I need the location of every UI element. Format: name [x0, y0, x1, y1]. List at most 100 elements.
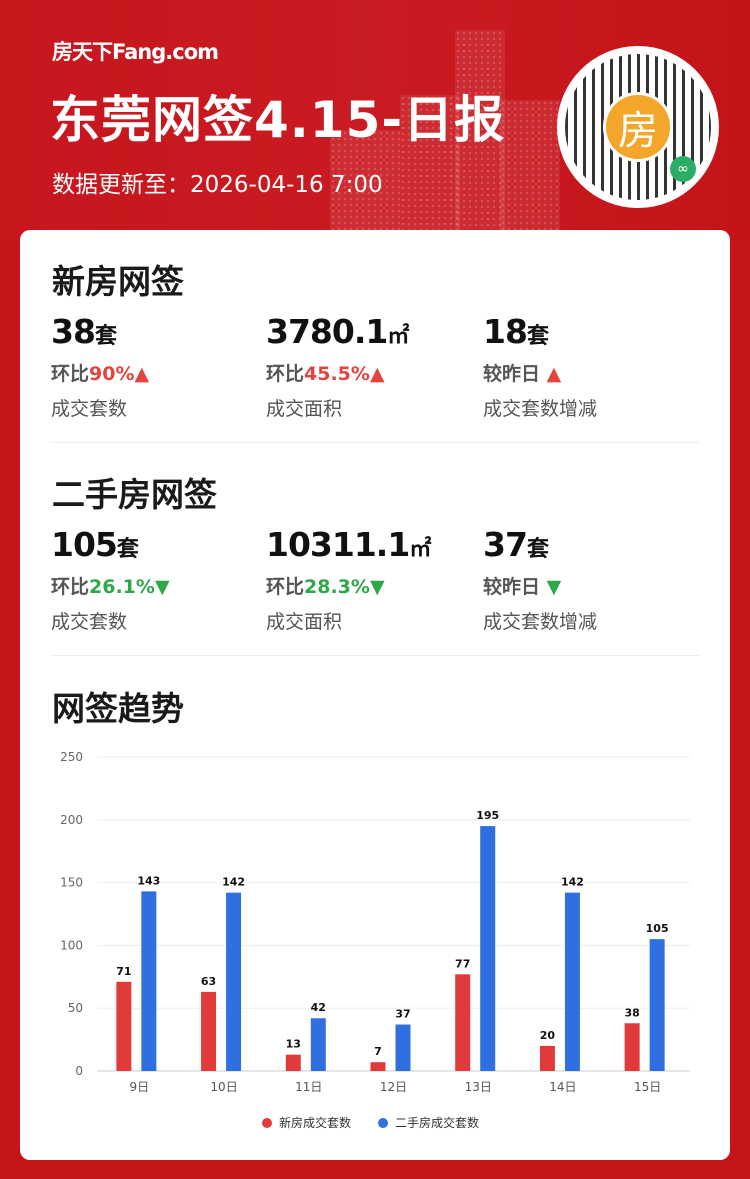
trend-chart: 0 50 100 150 200 250 9日 71 143 10日 63 142 11日 13 42 12日… — [60, 750, 690, 1130]
stat-2: 18套 较昨日 ▲ 成交套数增减 — [483, 312, 597, 421]
data-label: 38 — [624, 1006, 639, 1019]
y-tick-label: 100 — [60, 938, 83, 952]
qr-logo: 房 — [603, 92, 673, 162]
stat-value: 37套 — [483, 525, 597, 564]
bar-second-house — [564, 892, 580, 1071]
data-label: 105 — [646, 922, 669, 935]
data-label: 195 — [476, 809, 499, 822]
stat-change: 较昨日 ▼ — [483, 572, 597, 599]
trend-title: 网签趋势 — [52, 689, 184, 728]
stat-change: 环比26.1%▼ — [51, 572, 170, 599]
y-tick-label: 0 — [75, 1064, 83, 1078]
legend-label: 新房成交套数 — [279, 1115, 351, 1130]
change-prefix: 环比 — [51, 576, 90, 598]
stat-1: 3780.1㎡ 环比45.5%▲ 成交面积 — [266, 312, 409, 421]
bar-new-house — [455, 974, 471, 1071]
header-banner: 房天下Fang.com 东莞网签4.15-日报 数据更新至：2026-04-16… — [0, 0, 750, 240]
stat-number: 18 — [483, 312, 528, 351]
change-prefix: 环比 — [51, 363, 90, 385]
bar-new-house — [116, 981, 132, 1071]
data-label: 20 — [540, 1029, 556, 1042]
change-prefix: 环比 — [266, 363, 305, 385]
building-decoration — [500, 100, 560, 240]
change-prefix: 环比 — [266, 576, 305, 598]
change-prefix: 较昨日 — [483, 576, 541, 598]
stat-value: 38套 — [51, 312, 149, 351]
mini-program-icon: ∞ — [670, 156, 696, 182]
bar-second-house — [141, 891, 157, 1071]
stat-1: 10311.1㎡ 环比28.3%▼ 成交面积 — [266, 525, 431, 634]
y-tick-label: 250 — [60, 750, 83, 764]
new-house-title: 新房网签 — [52, 262, 184, 301]
fang-logo: 房天下Fang.com — [52, 40, 219, 64]
second-house-title: 二手房网签 — [52, 475, 217, 514]
stat-label: 成交套数增减 — [483, 611, 598, 633]
stat-change: 环比28.3%▼ — [266, 572, 430, 599]
update-time: 数据更新至：2026-04-16 7:00 — [52, 172, 383, 198]
bar-second-house — [395, 1024, 411, 1071]
bar-second-house — [649, 939, 665, 1071]
change-value: 45.5% — [304, 363, 370, 385]
x-tick-label: 13日 — [465, 1080, 492, 1094]
stat-unit: ㎡ — [409, 537, 431, 562]
change-value: 26.1% — [89, 576, 155, 598]
divider — [50, 655, 700, 656]
stat-label: 成交套数 — [51, 398, 128, 420]
stat-unit: 套 — [94, 324, 117, 349]
report-card: 新房网签 38套 环比90%▲ 成交套数 3780.1㎡ 环比45.5%▲ 成交面… — [20, 230, 730, 1160]
stat-number: 10311.1 — [266, 525, 410, 564]
bar-second-house — [226, 892, 242, 1071]
stat-change: 较昨日 ▲ — [483, 359, 597, 386]
stat-2: 37套 较昨日 ▼ 成交套数增减 — [483, 525, 597, 634]
stat-label: 成交面积 — [266, 611, 343, 633]
legend-marker — [262, 1118, 272, 1128]
y-tick-label: 150 — [60, 876, 83, 890]
change-prefix: 较昨日 — [483, 363, 541, 385]
data-label: 142 — [222, 876, 245, 889]
building-decoration — [330, 130, 400, 240]
stat-number: 37 — [483, 525, 528, 564]
data-label: 142 — [561, 876, 584, 889]
triangle-up-icon: ▲ — [369, 363, 385, 385]
data-label: 13 — [286, 1038, 301, 1051]
bar-new-house — [624, 1023, 640, 1071]
stat-unit: 套 — [526, 537, 549, 562]
bar-new-house — [285, 1054, 301, 1071]
x-tick-label: 14日 — [549, 1080, 576, 1094]
triangle-up-icon: ▲ — [134, 363, 150, 385]
data-label: 143 — [137, 874, 160, 887]
stat-unit: 套 — [116, 537, 139, 562]
building-decoration — [400, 95, 460, 240]
stat-0: 105套 环比26.1%▼ 成交套数 — [51, 525, 170, 634]
x-tick-label: 11日 — [295, 1080, 322, 1094]
stat-label: 成交面积 — [266, 398, 343, 420]
stat-0: 38套 环比90%▲ 成交套数 — [51, 312, 149, 421]
legend-label: 二手房成交套数 — [395, 1115, 479, 1130]
x-tick-label: 15日 — [634, 1080, 661, 1094]
bar-new-house — [370, 1062, 386, 1071]
stat-value: 10311.1㎡ — [266, 525, 431, 564]
y-tick-label: 50 — [68, 1001, 83, 1015]
stat-unit: 套 — [526, 324, 549, 349]
stat-number: 3780.1 — [266, 312, 388, 351]
page-title: 东莞网签4.15-日报 — [50, 91, 506, 149]
stat-number: 38 — [51, 312, 96, 351]
stat-value: 3780.1㎡ — [266, 312, 409, 351]
data-label: 63 — [201, 975, 216, 988]
stat-change: 环比90%▲ — [51, 359, 149, 386]
triangle-down-icon: ▼ — [540, 576, 562, 598]
building-decoration — [455, 30, 505, 240]
x-tick-label: 9日 — [130, 1080, 150, 1094]
stat-label: 成交套数 — [51, 611, 128, 633]
qr-code[interactable]: 房 ∞ — [557, 46, 719, 208]
stat-unit: ㎡ — [387, 324, 409, 349]
divider — [50, 442, 700, 443]
bar-new-house — [201, 991, 217, 1071]
stat-value: 18套 — [483, 312, 597, 351]
bar-second-house — [480, 826, 496, 1071]
triangle-down-icon: ▼ — [154, 576, 170, 598]
bar-second-house — [310, 1018, 326, 1071]
data-label: 71 — [116, 965, 131, 978]
bar-new-house — [539, 1045, 555, 1071]
stat-label: 成交套数增减 — [483, 398, 598, 420]
